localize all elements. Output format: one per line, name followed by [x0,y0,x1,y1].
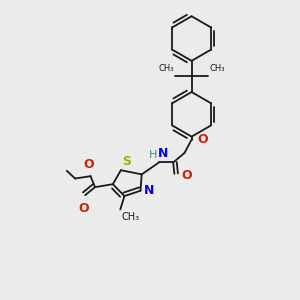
Text: S: S [122,155,131,168]
Text: CH₃: CH₃ [122,212,140,222]
Text: CH₃: CH₃ [209,64,225,73]
Text: N: N [158,146,168,160]
Text: O: O [197,133,208,146]
Text: CH₃: CH₃ [158,64,174,73]
Text: H: H [149,149,158,160]
Text: O: O [78,202,89,215]
Text: O: O [182,169,192,182]
Text: O: O [84,158,94,171]
Text: N: N [144,184,154,196]
